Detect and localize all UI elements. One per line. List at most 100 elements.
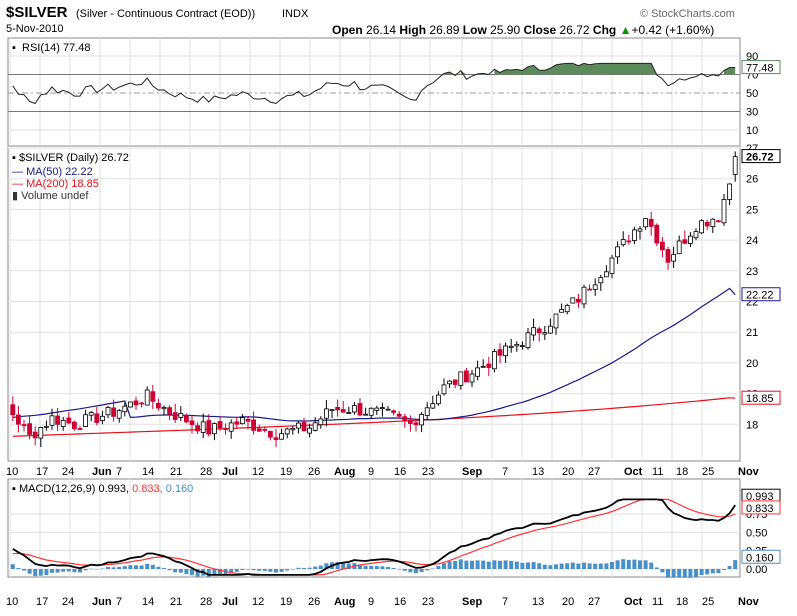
chg-arrow-icon: ▲ [619,23,632,37]
candle-body [133,400,139,406]
macd-histogram-bar [626,559,631,569]
macd-histogram-bar [447,561,452,569]
price-tick-label: 20 [746,358,758,370]
macd-histogram-bar [61,569,66,572]
macd-histogram-bar [660,569,665,573]
candle-body [632,229,637,241]
macd-histogram-bar [503,560,508,569]
macd-histogram-bar [699,569,704,575]
candle-body [279,433,285,440]
macd-histogram-bar [632,559,637,569]
macd-histogram-bar [386,566,390,569]
candle-body [379,407,385,410]
candle-body [189,420,195,425]
macd-histogram-bar [33,569,38,577]
macd-histogram-bar [598,563,603,569]
x-axis-label: 16 [394,466,406,478]
candle-body [654,224,660,244]
x-axis-label: 12 [252,466,264,478]
candle-body [83,414,88,428]
x-axis-label: Jun [92,466,112,478]
macd-histogram-bar [106,566,110,569]
price-legend-icon: ▪ [12,152,19,164]
candle-body [424,407,430,416]
macd-histogram-bar [10,564,15,569]
macd-histogram-bar [44,569,49,576]
macd-plot [10,498,738,578]
candle-body [217,421,223,429]
x-axis-label-macd: 27 [588,596,600,608]
candle-body [60,419,66,427]
candle-body [704,221,710,227]
candle-body [525,332,531,348]
macd-histogram-bar [307,567,312,569]
x-axis-label: Oct [624,466,643,478]
candle-body [615,246,620,258]
macd-histogram-bar [705,569,710,575]
candle-body [290,427,296,431]
x-axis-label: Jul [222,466,238,478]
candle-body [710,218,716,227]
rsi-legend-icon: ▪ [12,42,16,54]
candle-body [307,427,313,434]
candle-body [295,422,301,429]
x-axis-label: 23 [422,466,434,478]
exchange-label: INDX [282,8,309,20]
candle-body [458,371,464,386]
ma50-legend: ― MA(50) 22.22 [12,166,93,178]
candle-body [688,235,693,244]
macd-histogram-bar [117,566,122,569]
candle-body [195,425,201,432]
macd-histogram-bar [638,560,642,569]
macd-histogram-bar [212,569,217,576]
rsi-line [12,62,736,105]
macd-histogram-bar [335,562,340,569]
macd-histogram-bar [78,569,82,573]
candle-body [211,423,217,435]
candle-body [620,239,626,246]
macd-histogram-bar [565,563,570,569]
macd-histogram-bar [369,565,374,569]
candle-body [581,286,587,305]
macd-histogram-bar [262,569,267,571]
candle-body [301,421,307,432]
candle-body [88,412,94,416]
macd-histogram-bar [89,568,94,570]
candle-body [27,423,33,435]
candle-body [699,220,704,234]
candle-body [10,404,16,416]
macd-histogram-bar [666,569,670,578]
macd-histogram-bar [346,563,351,569]
candle-body [228,422,234,432]
macd-histogram-bar [257,569,262,571]
macd-line [12,498,736,576]
price-last-label-box [741,149,781,164]
candle-body [111,407,116,417]
candle-body [553,313,559,329]
chart-date: 5-Nov-2010 [6,23,64,35]
macd-histogram-bar [313,566,318,569]
macd-signal-line [12,498,736,576]
x-axis-label: 10 [6,466,18,478]
candle-body [223,428,229,430]
candle-body [262,428,268,431]
candle-body [66,417,72,424]
candle-body [368,407,374,416]
candle-body [329,409,335,412]
macd-histogram-bar [318,565,323,569]
macd-histogram-bar [50,569,54,573]
candle-body [531,327,536,336]
rsi-current-label-box [741,60,781,75]
candle-body [21,424,27,427]
x-axis-label-macd: 16 [394,596,406,608]
macd-histogram-bar [486,561,491,569]
x-axis-label-macd: 28 [200,596,212,608]
candle-body [727,183,732,200]
candle-body [676,240,682,255]
candle-body [312,422,318,431]
candle-body [94,413,100,423]
x-axis-label-macd: 23 [422,596,434,608]
macd-histogram-bar [559,563,564,569]
macd-histogram-bar [654,567,659,569]
macd-legend-icon: ▪ [12,483,19,495]
